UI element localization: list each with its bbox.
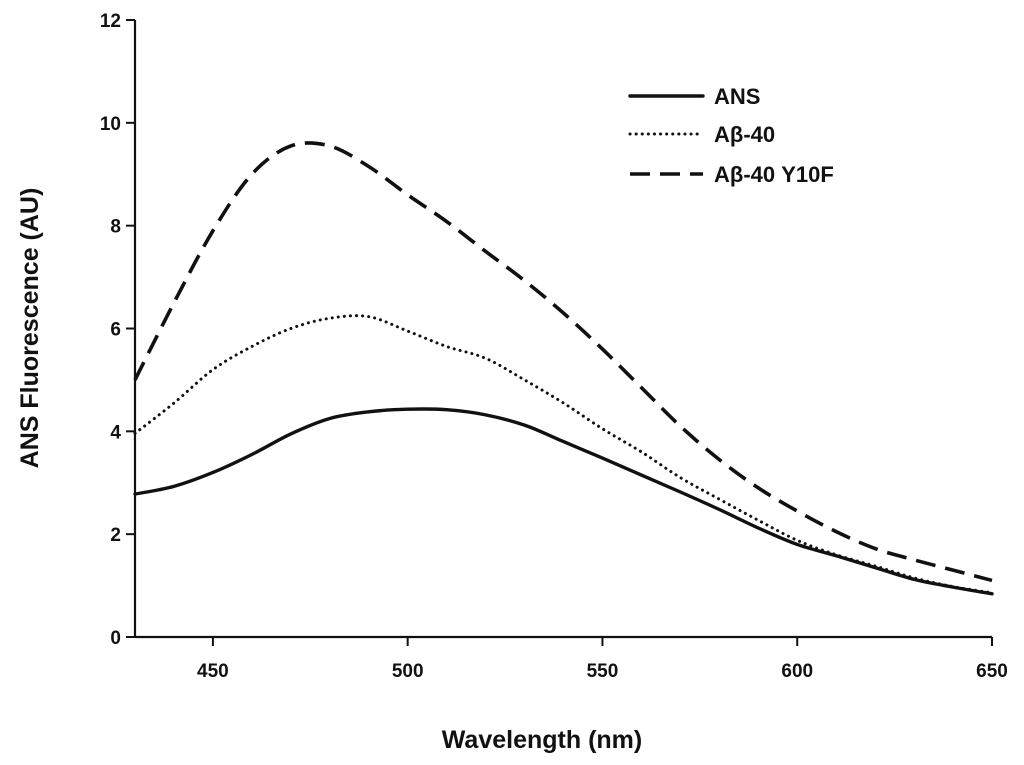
- y-tick-label: 6: [110, 320, 121, 341]
- x-tick-label: 450: [197, 661, 229, 682]
- x-tick-label: 600: [781, 661, 813, 682]
- y-tick-label: 12: [100, 11, 121, 32]
- plot-series: [133, 141, 994, 596]
- series-line-2: [133, 314, 994, 595]
- legend: ANS Aβ-40 Aβ-40 Y10F: [628, 84, 834, 187]
- y-tick-label: 0: [110, 628, 121, 649]
- x-tick-label: 500: [392, 661, 424, 682]
- legend-label-2: Aβ-40: [714, 122, 775, 147]
- y-tick-label: 4: [110, 422, 121, 443]
- x-axis-title: Wavelength (nm): [442, 726, 642, 754]
- series-line-1: [133, 407, 994, 596]
- axes: 0 2 4 6 8 10 12 450 500 550 600 650: [100, 11, 1008, 682]
- x-tick-label: 650: [976, 661, 1008, 682]
- legend-label-3: Aβ-40 Y10F: [714, 162, 834, 187]
- series-line-3: [133, 141, 993, 583]
- legend-label-1: ANS: [714, 84, 760, 109]
- y-axis-title: ANS Fluorescence (AU): [16, 188, 44, 469]
- x-tick-label: 550: [587, 661, 619, 682]
- y-tick-label: 10: [100, 114, 121, 135]
- y-tick-label: 8: [110, 217, 121, 238]
- y-tick-label: 2: [110, 525, 121, 546]
